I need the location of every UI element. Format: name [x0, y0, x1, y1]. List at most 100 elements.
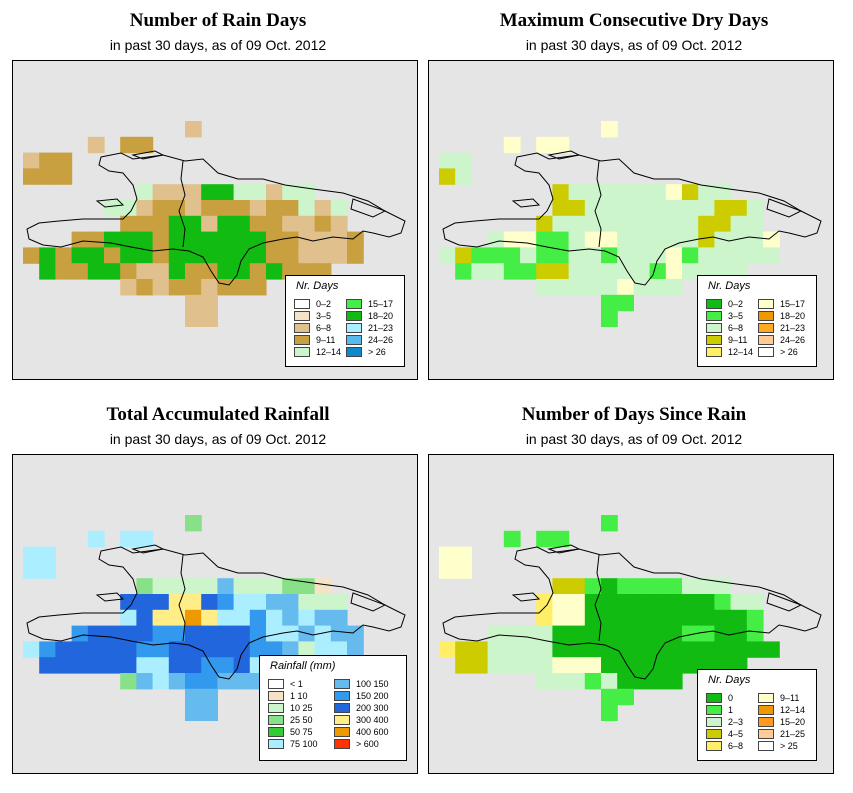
grid-cell	[136, 263, 154, 280]
grid-cell	[633, 609, 651, 627]
grid-cell	[347, 247, 364, 264]
map-max-dry-days: Nr. Days 0–2 3–5 6–8 9–11 12–14 15–17 18–20 21–…	[428, 60, 834, 380]
legend-swatch	[334, 679, 350, 689]
grid-cell	[536, 247, 553, 264]
grid-cell	[185, 515, 202, 532]
grid-cell	[682, 263, 699, 280]
grid-cell	[487, 247, 505, 264]
grid-cell	[487, 641, 505, 658]
grid-cell	[601, 578, 618, 595]
grid-cell	[714, 215, 732, 233]
grid-cell	[568, 263, 586, 280]
grid-cell	[601, 515, 618, 532]
grid-cell	[617, 641, 634, 658]
grid-cell	[682, 609, 699, 627]
legend-label: 100 150	[356, 679, 389, 689]
grid-cell	[55, 641, 73, 658]
grid-cell	[330, 641, 348, 658]
legend-label: 50 75	[290, 727, 313, 737]
legend-label: 2–3	[728, 717, 744, 727]
grid-cell	[201, 294, 218, 312]
grid-cell	[568, 578, 586, 595]
coastline	[350, 592, 387, 612]
grid-cell	[649, 673, 667, 690]
grid-cell	[152, 247, 170, 264]
grid-cell	[266, 609, 283, 627]
grid-cell	[730, 231, 748, 248]
legend-label: 0–2	[728, 299, 744, 309]
grid-cell	[152, 594, 170, 611]
grid-cell	[455, 641, 472, 658]
grid-cell	[249, 263, 267, 280]
grid-cell	[730, 594, 748, 611]
grid-cell	[282, 215, 299, 233]
grid-cell	[314, 625, 332, 642]
legend-label: 200 300	[356, 703, 389, 713]
grid-cell	[552, 200, 570, 217]
grid-cell	[471, 641, 489, 658]
grid-cell	[682, 578, 699, 595]
grid-cell	[298, 215, 316, 233]
grid-cell	[120, 231, 137, 248]
legend: Rainfall (mm) < 1 1 10 10 25 25 50 50 75 75 1…	[259, 655, 407, 761]
grid-cell	[282, 184, 299, 201]
grid-cell	[568, 215, 586, 233]
grid-cell	[347, 641, 364, 658]
grid-cell	[584, 200, 602, 217]
grid-cell	[201, 641, 218, 658]
legend-swatch	[334, 703, 350, 713]
grid-cell	[552, 279, 570, 296]
grid-cell	[552, 594, 570, 611]
grid-cell	[439, 641, 456, 658]
grid-cell	[185, 578, 202, 595]
grid-cell	[536, 136, 553, 154]
grid-cell	[536, 673, 553, 690]
legend-swatch	[706, 323, 722, 333]
grid-cell	[120, 625, 137, 642]
grid-cell	[233, 231, 251, 248]
grid-cell	[665, 247, 683, 264]
legend-label: > 25	[780, 741, 798, 751]
legend-swatch	[268, 703, 284, 713]
grid-cell	[714, 641, 732, 658]
grid-cell	[665, 279, 683, 296]
legend-swatch	[346, 347, 362, 357]
grid-cell	[536, 641, 553, 658]
grid-cell	[217, 231, 235, 248]
grid-cell	[185, 200, 202, 217]
grid-cell	[168, 184, 186, 201]
grid-cell	[120, 673, 137, 690]
grid-cell	[682, 247, 699, 264]
grid-cell	[104, 625, 121, 642]
grid-cell	[136, 641, 154, 658]
grid-cell	[536, 594, 553, 611]
grid-cell	[503, 247, 521, 264]
grid-cell	[87, 263, 105, 280]
grid-cell	[71, 625, 89, 642]
legend-label: 9–11	[316, 335, 336, 345]
grid-cell	[136, 578, 154, 595]
grid-cell	[665, 231, 683, 248]
grid-cell	[763, 641, 780, 658]
grid-cell	[249, 625, 267, 642]
grid-cell	[568, 641, 586, 658]
grid-cell	[104, 641, 121, 658]
grid-cell	[503, 530, 521, 548]
country-border	[594, 554, 602, 642]
grid-cell	[298, 578, 316, 595]
grid-cell	[217, 594, 235, 611]
grid-cell	[698, 578, 715, 595]
legend-swatch	[706, 741, 722, 751]
grid-cell	[763, 231, 780, 248]
legend-swatch	[706, 347, 722, 357]
grid-cell	[120, 279, 137, 296]
legend-swatch	[706, 311, 722, 321]
legend-swatch	[294, 335, 310, 345]
grid-cell	[201, 184, 218, 201]
legend-swatch	[758, 299, 774, 309]
legend-swatch	[334, 691, 350, 701]
legend-label: 9–11	[780, 693, 800, 703]
grid-cell	[552, 215, 570, 233]
grid-cell	[152, 184, 170, 201]
grid-cell	[665, 641, 683, 658]
